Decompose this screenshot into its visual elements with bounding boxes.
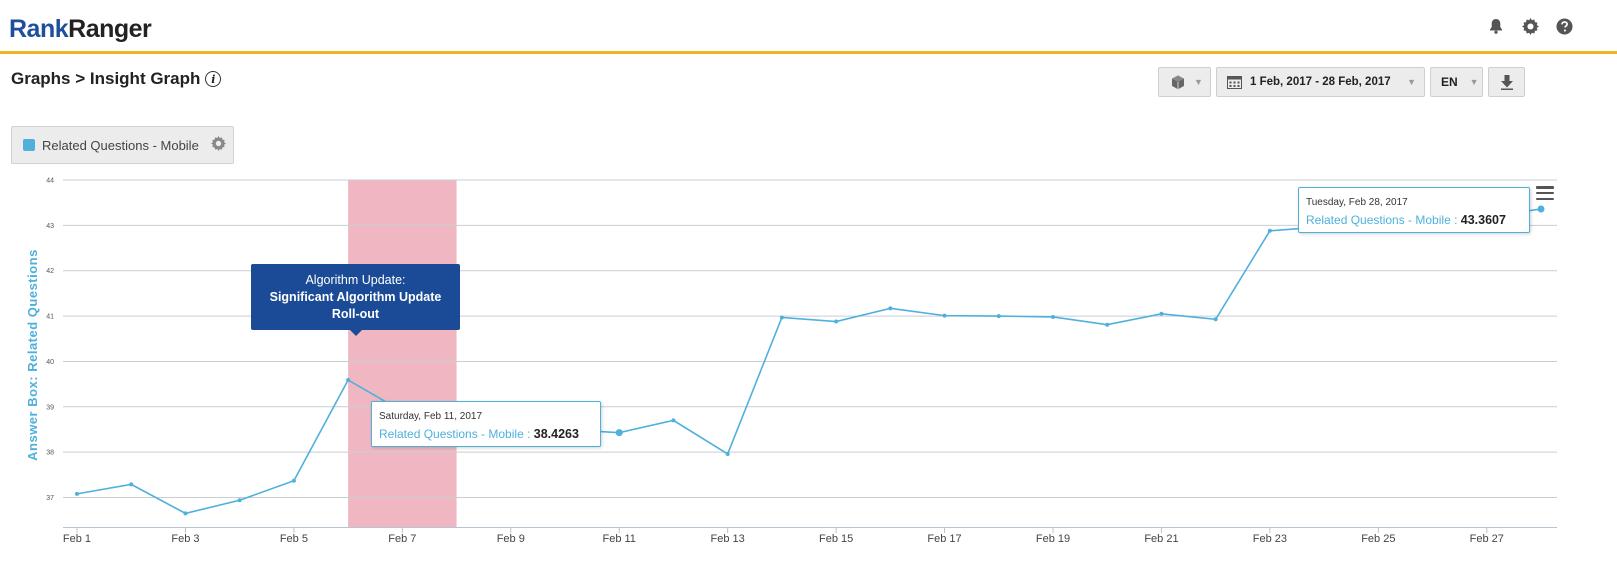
data-point[interactable] bbox=[237, 498, 242, 503]
y-tick-label: 39 bbox=[46, 404, 54, 411]
x-tick-label: Feb 7 bbox=[388, 533, 416, 545]
top-bar: RankRanger bbox=[0, 0, 1617, 54]
data-point[interactable] bbox=[183, 511, 188, 516]
y-tick-label: 37 bbox=[46, 495, 54, 502]
chevron-down-icon: ▼ bbox=[1407, 77, 1416, 87]
y-tick-label: 43 bbox=[46, 223, 54, 230]
x-tick-label: Feb 9 bbox=[497, 533, 525, 545]
data-point[interactable] bbox=[1537, 205, 1545, 213]
cube-icon bbox=[1172, 75, 1184, 89]
info-icon[interactable]: i bbox=[205, 71, 222, 87]
rankranger-logo[interactable]: RankRanger bbox=[9, 15, 152, 44]
x-tick-label: Feb 11 bbox=[603, 533, 636, 545]
series-line bbox=[76, 208, 1542, 515]
series-legend-chip[interactable]: Related Questions - Mobile bbox=[11, 126, 234, 164]
tooltip-separator: : bbox=[1450, 213, 1461, 227]
data-point[interactable] bbox=[346, 378, 351, 383]
chevron-down-icon: ▼ bbox=[1194, 77, 1203, 87]
bell-icon[interactable] bbox=[1487, 17, 1505, 35]
annotation-line-3: Roll-out bbox=[331, 307, 380, 321]
x-tick-label: Feb 15 bbox=[819, 533, 853, 545]
data-tooltip-feb-28: Tuesday, Feb 28, 2017 Related Questions … bbox=[1298, 187, 1530, 233]
data-point[interactable] bbox=[942, 313, 947, 318]
date-range-value: 1 Feb, 2017 - 28 Feb, 2017 bbox=[1250, 76, 1391, 88]
tooltip-series-name: Related Questions - Mobile bbox=[1306, 213, 1451, 227]
data-point[interactable] bbox=[834, 319, 839, 324]
y-tick-label: 40 bbox=[46, 359, 54, 366]
chart-menu-hamburger-icon[interactable] bbox=[1536, 186, 1554, 200]
algorithm-update-annotation: Algorithm Update: Significant Algorithm … bbox=[251, 264, 460, 336]
gear-icon[interactable] bbox=[1521, 17, 1539, 35]
tooltip-series-name: Related Questions - Mobile bbox=[379, 427, 524, 441]
data-point[interactable] bbox=[615, 429, 623, 437]
tooltip-date: Tuesday, Feb 28, 2017 bbox=[1306, 197, 1408, 208]
x-tick-label: Feb 19 bbox=[1036, 533, 1070, 545]
chevron-down-icon: ▼ bbox=[1469, 77, 1479, 87]
data-point[interactable] bbox=[75, 491, 79, 496]
data-point[interactable] bbox=[888, 306, 893, 311]
y-tick-label: 44 bbox=[46, 178, 54, 185]
view-selector[interactable]: ▼ bbox=[1158, 67, 1211, 97]
x-tick-label: Feb 23 bbox=[1253, 533, 1287, 545]
download-button[interactable] bbox=[1488, 67, 1525, 97]
algorithm-update-band bbox=[348, 180, 457, 527]
x-tick-label: Feb 21 bbox=[1144, 533, 1178, 545]
page-title: Graphs > Insight Graph i bbox=[11, 69, 222, 89]
data-point[interactable] bbox=[1267, 228, 1272, 233]
x-tick-label: Feb 17 bbox=[927, 533, 961, 545]
annotation-line-1: Algorithm Update: bbox=[305, 273, 406, 287]
logo-rank-text: Rank bbox=[9, 15, 69, 43]
data-point[interactable] bbox=[779, 315, 784, 320]
y-tick-label: 42 bbox=[46, 268, 54, 275]
tooltip-value: 38.4263 bbox=[533, 427, 579, 441]
calendar-icon bbox=[1227, 76, 1242, 89]
tooltip-separator: : bbox=[523, 427, 534, 441]
x-tick-label: Feb 25 bbox=[1361, 533, 1395, 545]
x-tick-label: Feb 27 bbox=[1470, 533, 1504, 545]
y-tick-label: 38 bbox=[46, 450, 54, 457]
language-value: EN bbox=[1441, 75, 1458, 89]
x-tick-label: Feb 5 bbox=[280, 533, 308, 545]
annotation-line-2: Significant Algorithm Update bbox=[269, 290, 442, 304]
data-point[interactable] bbox=[996, 314, 1001, 319]
data-point[interactable] bbox=[725, 451, 730, 456]
x-tick-label: Feb 13 bbox=[711, 533, 745, 545]
help-icon[interactable] bbox=[1555, 17, 1573, 35]
x-tick-label: Feb 1 bbox=[63, 533, 91, 545]
data-point[interactable] bbox=[291, 478, 296, 483]
language-selector[interactable]: EN ▼ bbox=[1430, 67, 1483, 97]
data-point[interactable] bbox=[129, 482, 134, 487]
header-icons bbox=[1487, 17, 1573, 35]
data-point[interactable] bbox=[1159, 311, 1164, 316]
tooltip-value: 43.3607 bbox=[1460, 213, 1506, 227]
data-point[interactable] bbox=[1213, 317, 1218, 322]
date-range-picker[interactable]: 1 Feb, 2017 - 28 Feb, 2017 ▼ bbox=[1216, 67, 1425, 97]
breadcrumb: Graphs > Insight Graph bbox=[11, 69, 201, 88]
series-legend-label: Related Questions - Mobile bbox=[42, 137, 199, 153]
data-tooltip-feb-11: Saturday, Feb 11, 2017 Related Questions… bbox=[371, 401, 601, 447]
download-icon bbox=[1500, 74, 1513, 90]
logo-ranger-text: Ranger bbox=[68, 15, 152, 43]
x-tick-label: Feb 3 bbox=[171, 533, 199, 545]
data-point[interactable] bbox=[1051, 314, 1055, 319]
series-color-swatch bbox=[23, 139, 35, 151]
data-point[interactable] bbox=[1105, 322, 1110, 327]
series-settings-gear-icon[interactable] bbox=[211, 136, 226, 154]
tooltip-date: Saturday, Feb 11, 2017 bbox=[379, 411, 483, 422]
data-point[interactable] bbox=[671, 418, 676, 423]
y-axis-label: Answer Box: Related Questions bbox=[25, 249, 40, 461]
y-tick-label: 41 bbox=[46, 314, 54, 321]
